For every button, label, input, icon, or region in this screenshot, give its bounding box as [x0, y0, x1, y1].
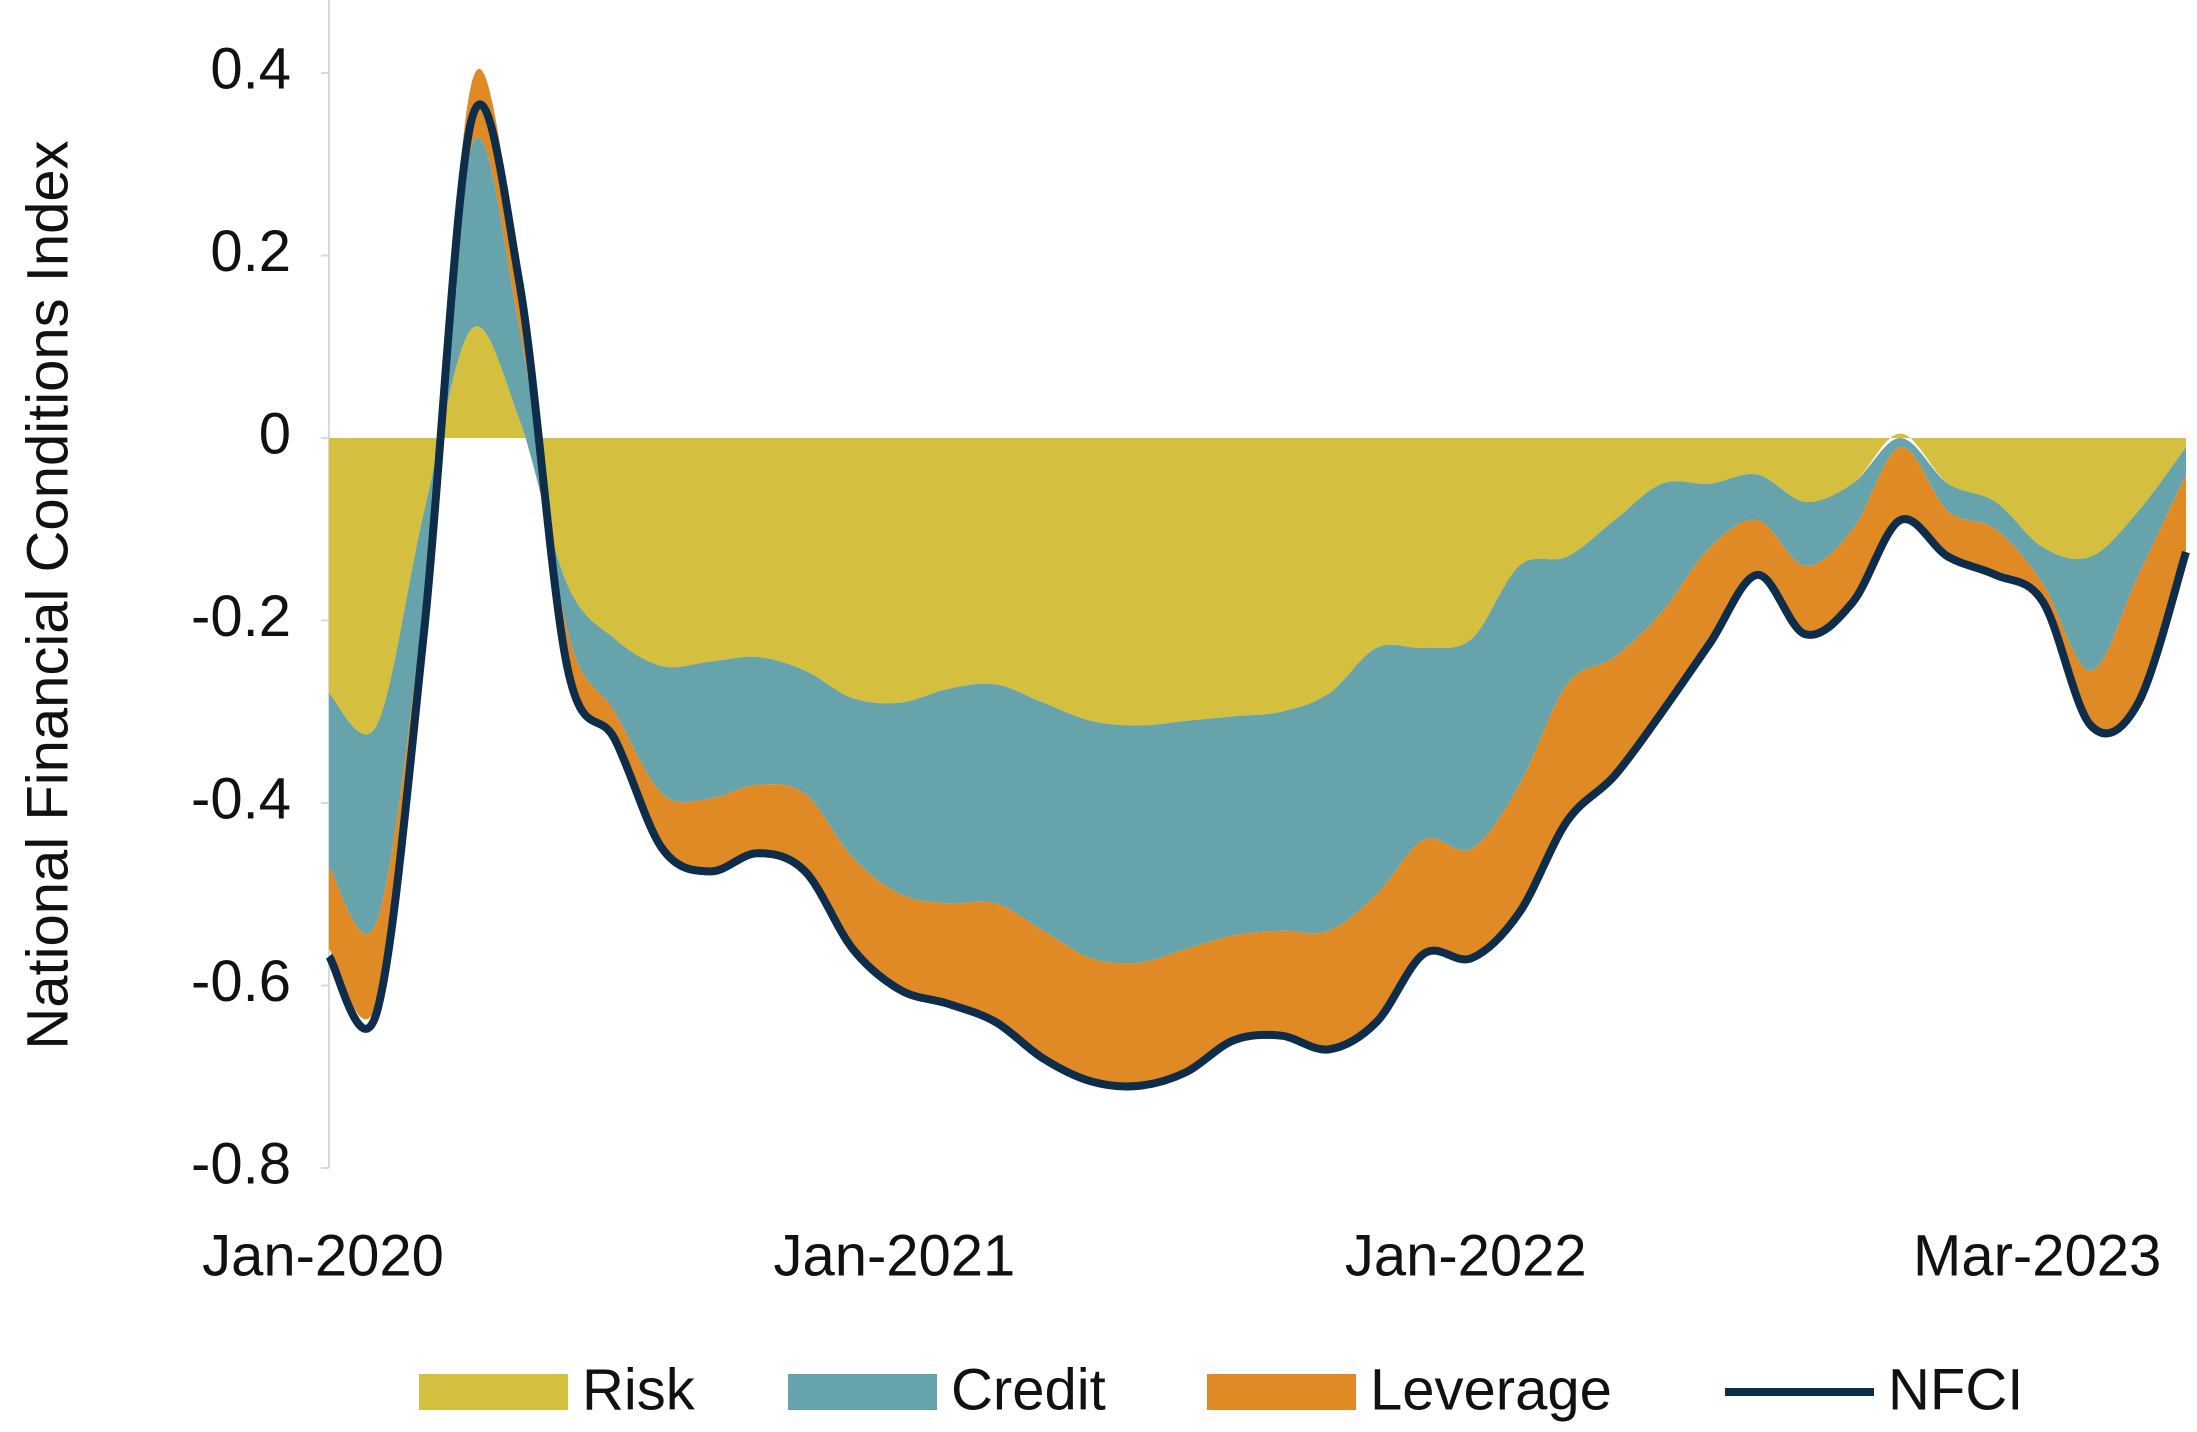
legend-label: Risk — [582, 1357, 696, 1422]
legend-swatch — [1207, 1374, 1356, 1410]
area — [329, 137, 2186, 964]
x-tick-label: Jan-2020 — [202, 1223, 444, 1288]
y-tick-label: -0.6 — [191, 949, 291, 1014]
legend-label: Credit — [951, 1357, 1106, 1422]
area — [329, 68, 2186, 1087]
y-axis-label: National Financial Conditions Index — [15, 140, 80, 1049]
y-tick-label: 0 — [259, 401, 291, 466]
x-tick-label: Mar-2023 — [1913, 1223, 2161, 1288]
legend-swatch — [419, 1374, 568, 1410]
line — [325, 100, 2190, 1091]
x-tick-label: Jan-2021 — [773, 1223, 1015, 1288]
y-tick-label: 0.4 — [210, 36, 291, 101]
legend-label: Leverage — [1370, 1357, 1612, 1422]
y-tick-label: -0.2 — [191, 584, 291, 649]
y-tick-label: -0.4 — [191, 766, 291, 831]
x-tick-label: Jan-2022 — [1345, 1223, 1587, 1288]
y-tick-label: -0.8 — [191, 1131, 291, 1196]
legend-label: NFCI — [1888, 1357, 2023, 1422]
legend-swatch — [788, 1374, 937, 1410]
area — [329, 326, 2186, 735]
y-tick-label: 0.2 — [210, 219, 291, 284]
